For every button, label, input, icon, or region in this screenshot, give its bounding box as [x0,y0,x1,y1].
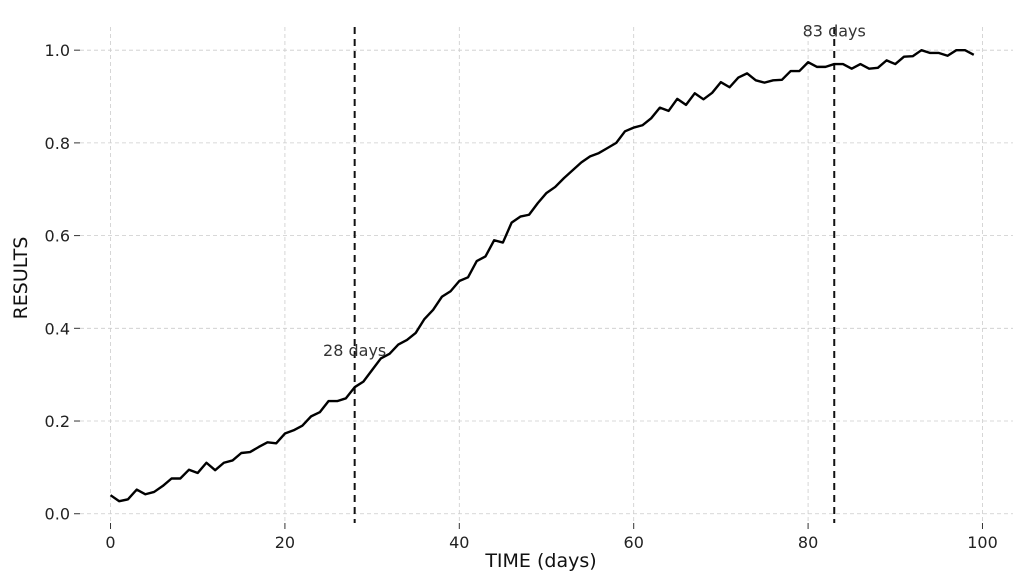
y-tick-label: 0.4 [45,319,70,338]
annotations: 28 days 83 days [323,21,866,523]
x-tick-label: 0 [105,533,115,552]
x-tick-label: 20 [275,533,295,552]
y-axis-label: RESULTS [10,237,32,320]
series-layer [109,48,975,503]
y-tick-label: 0.6 [45,227,70,246]
ticks: 0 20 40 60 80 100 0.0 0.2 0.4 0.6 0.8 1.0 [45,41,998,552]
y-tick-label: 1.0 [45,41,70,60]
y-tick-label: 0.2 [45,412,70,431]
y-tick-label: 0.0 [45,505,70,524]
series-line [109,48,975,503]
x-axis-label: TIME (days) [484,550,596,572]
x-tick-label: 100 [967,533,998,552]
x-tick-label: 60 [624,533,644,552]
annotation-label: 28 days [323,341,386,360]
grid [80,27,1013,523]
annotation-label: 83 days [803,21,866,40]
x-tick-label: 40 [449,533,469,552]
x-tick-label: 80 [798,533,818,552]
y-tick-label: 0.8 [45,134,70,153]
